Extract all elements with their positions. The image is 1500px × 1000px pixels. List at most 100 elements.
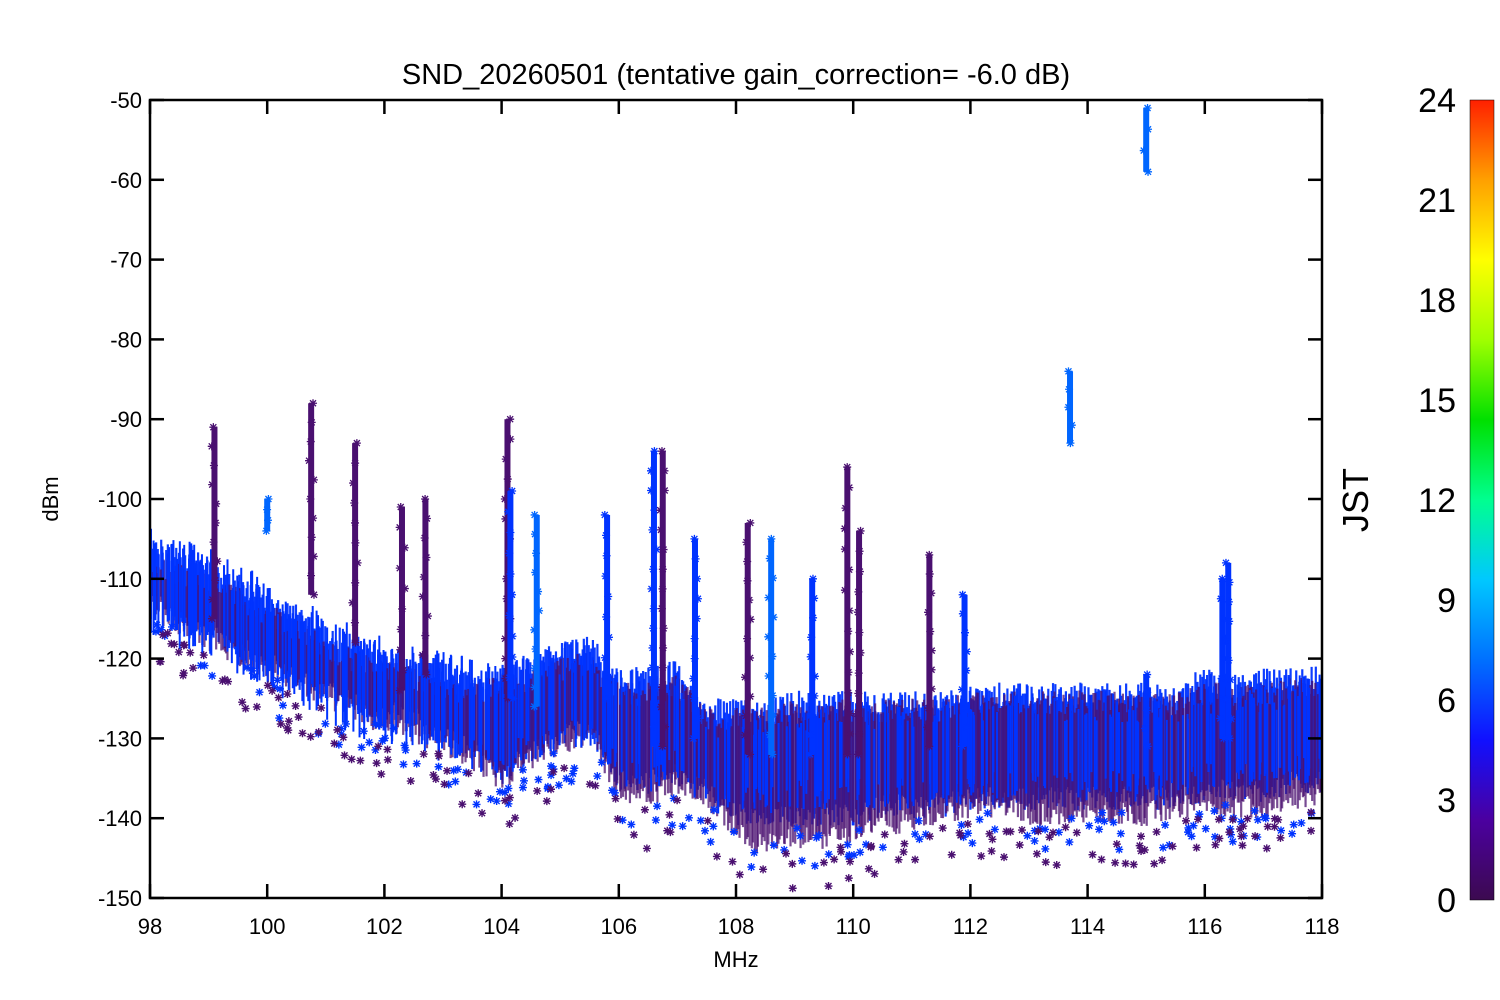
spike-point xyxy=(420,534,429,543)
asterisk-point xyxy=(167,622,176,631)
y-tick-label: -110 xyxy=(100,567,142,592)
spike-point xyxy=(1225,734,1234,743)
spike-point xyxy=(307,533,316,542)
spike-point xyxy=(399,666,408,675)
asterisk-point xyxy=(440,780,449,789)
asterisk-point xyxy=(504,799,513,808)
asterisk-point xyxy=(894,855,903,864)
asterisk-point xyxy=(1253,815,1262,824)
spike-point xyxy=(600,510,609,519)
spike-point xyxy=(502,594,511,603)
spike xyxy=(418,495,432,679)
asterisk-point xyxy=(729,827,738,836)
asterisk-point xyxy=(700,826,709,835)
asterisk-point xyxy=(333,725,342,734)
spike-point xyxy=(348,598,357,607)
asterisk-point xyxy=(294,713,303,722)
spike-point xyxy=(806,750,815,759)
spike-point xyxy=(396,645,405,654)
spike-point xyxy=(309,475,318,484)
spike-point xyxy=(1216,714,1225,723)
asterisk-point xyxy=(914,816,923,825)
spike xyxy=(262,495,273,535)
spike-point xyxy=(1221,636,1230,645)
spike-point xyxy=(264,516,273,525)
spike-point xyxy=(769,613,778,622)
asterisk-point xyxy=(1307,808,1316,817)
asterisk-point xyxy=(900,839,909,848)
spike xyxy=(957,590,971,751)
x-tick-label: 114 xyxy=(1070,914,1105,939)
spike-point xyxy=(212,499,221,508)
asterisk-point xyxy=(196,661,205,670)
spike-point xyxy=(690,534,699,543)
asterisk-point xyxy=(298,729,307,738)
spike-point xyxy=(841,504,850,513)
spike-point xyxy=(530,702,539,711)
asterisk-point xyxy=(1061,823,1070,832)
asterisk-point xyxy=(1243,814,1252,823)
asterisk-point xyxy=(208,671,217,680)
spike-point xyxy=(501,634,510,643)
asterisk-point xyxy=(880,830,889,839)
spike-point xyxy=(421,495,430,503)
asterisk-point xyxy=(1159,843,1168,852)
asterisk-point xyxy=(696,816,705,825)
asterisk-point xyxy=(1017,826,1026,835)
asterisk-point xyxy=(321,719,330,728)
spike-point xyxy=(855,730,864,739)
asterisk-point xyxy=(314,728,323,737)
spike-bar xyxy=(398,506,405,691)
asterisk-point xyxy=(1121,859,1130,868)
spike-point xyxy=(740,673,749,682)
asterisk-point xyxy=(419,750,428,759)
asterisk-point xyxy=(915,835,924,844)
asterisk-point xyxy=(554,781,563,790)
asterisk-point xyxy=(613,814,622,823)
asterisk-point xyxy=(568,769,577,778)
asterisk-point xyxy=(273,676,282,685)
asterisk-point xyxy=(283,724,292,733)
spike-point xyxy=(809,613,818,622)
spike-point xyxy=(743,634,752,643)
spike-point xyxy=(309,514,318,523)
asterisk-point xyxy=(862,840,871,849)
spike xyxy=(1064,367,1076,448)
spike-point xyxy=(395,523,404,532)
asterisk-point xyxy=(542,797,551,806)
spike-point xyxy=(924,704,933,713)
spike-point xyxy=(350,618,359,627)
spike-point xyxy=(1218,574,1227,583)
asterisk-point xyxy=(458,800,467,809)
spike-point xyxy=(207,442,216,451)
asterisk-point xyxy=(330,739,339,748)
x-axis-label: MHz xyxy=(713,947,758,972)
spike-point xyxy=(806,652,815,661)
asterisk-point xyxy=(179,671,188,680)
asterisk-point xyxy=(985,829,994,838)
asterisk-point xyxy=(495,787,504,796)
asterisk-point xyxy=(1288,829,1297,838)
spike-point xyxy=(501,674,510,683)
spike-point xyxy=(1144,125,1153,134)
asterisk-point xyxy=(663,826,672,835)
spike xyxy=(1139,103,1153,176)
asterisk-point xyxy=(449,766,458,775)
asterisk-point xyxy=(947,850,956,859)
asterisk-point xyxy=(977,852,986,861)
spike-point xyxy=(844,668,853,677)
spike xyxy=(305,399,318,599)
spike-point xyxy=(508,632,517,641)
spike-point xyxy=(765,730,774,739)
asterisk-point xyxy=(250,672,259,681)
spike-point xyxy=(307,571,316,580)
asterisk-point xyxy=(653,802,662,811)
asterisk-point xyxy=(486,795,495,804)
asterisk-point xyxy=(1217,814,1226,823)
spike-point xyxy=(957,685,966,694)
spike-point xyxy=(840,524,849,533)
spike-point xyxy=(690,654,699,663)
spike-point xyxy=(661,722,670,731)
spike-point xyxy=(504,507,513,516)
spike-point xyxy=(351,638,360,647)
